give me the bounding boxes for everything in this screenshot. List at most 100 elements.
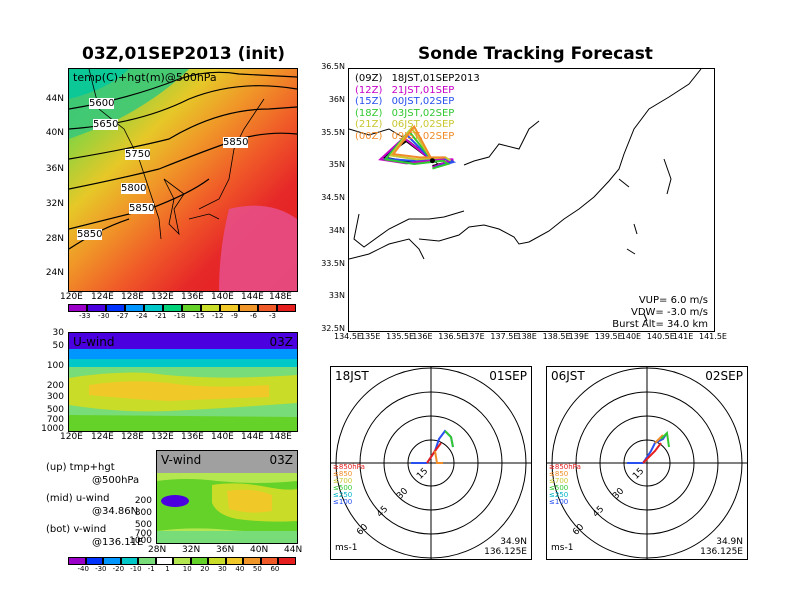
colorbar-swatch [144,304,163,312]
colorbar-label: -10 [130,565,142,573]
track-series-line [388,126,452,162]
contour-label: 5850 [77,229,103,240]
launch-time: 09JST,02SEP [388,130,455,142]
uwind-p-tick: 50 [52,341,64,351]
launch-time: 21JST,01SEP [388,84,455,96]
colorbar-label: -33 [79,312,91,320]
launch-tag: (09Z) [355,73,383,84]
param-burst: Burst Alt= 34.0 km [612,319,708,330]
uwind-label: U-wind [73,335,115,349]
track-lon-tick: 135.5E [386,332,415,341]
track-lat-tick: 36.5N [321,62,345,71]
hodo1-lat: 34.9N [500,537,527,547]
lon-tick: 124E [91,292,114,302]
colorbar-swatch [103,557,121,565]
launch-time: 06JST,02SEP [388,119,455,130]
lon-tick: 128E [121,292,144,302]
colorbar-label: -15 [193,312,205,320]
hodo-level-label: ≤850 [549,470,569,478]
uwind-svg [69,333,297,431]
colorbar-label: -6 [250,312,257,320]
uwind-lon-tick: 132E [151,432,174,442]
vwind-lat-tick: 36N [216,545,235,555]
track-lat-tick: 32.5N [321,324,345,333]
hodograph-2: 06JST 02SEP 15 30 45 60 ≥850hPa ≤850 ≤700 ≤… [546,366,748,560]
contour-label: 5600 [89,98,115,109]
wind-colorbar-labels: -40 -30 -20 -10 -1 1 10 20 30 40 50 60 [68,565,296,577]
legend-mid2: @34.86N [92,506,139,517]
contour-label: 5750 [125,149,151,160]
colorbar-label: -27 [117,312,129,320]
hodo-level-label: ≤100 [333,498,353,506]
colorbar-swatch [225,557,244,565]
track-lat-tick: 36N [328,94,345,104]
hodo2-svg [547,367,747,559]
hodo1-left: 18JST [335,369,369,383]
hodograph-1: 18JST 01SEP 15 30 45 60 ≥850hPa ≤850 ≤700 ≤… [330,366,532,560]
launch-site-marker [429,158,435,164]
uwind-lon-tick: 144E [241,432,264,442]
track-lon-tick: 136.5E [438,332,467,341]
colorbar-label: -40 [77,565,89,573]
vwind-panel: V-wind 03Z [156,450,298,544]
launch-legend-row: (12Z) 21JST,01SEP [355,85,454,96]
vwind-label: V-wind [161,453,202,467]
track-lon-tick: 140E [620,332,642,341]
vwind-p-tick: 500 [134,520,152,530]
colorbar-swatch [260,557,279,565]
lat-tick: 44N [45,94,64,104]
colorbar-swatch [125,304,144,312]
lon-tick: 140E [211,292,234,302]
track-lon-tick: 141.5E [699,332,727,341]
colorbar-swatch [138,557,156,565]
lon-tick: 144E [241,292,264,302]
hodo-level-label: ≤850 [333,470,353,478]
hodo2-right: 02SEP [705,369,743,383]
lon-tick: 136E [181,292,204,302]
vwind-lat-tick: 40N [250,545,269,555]
track-svg [349,69,702,322]
track-lon-tick: 137E [464,332,485,341]
uwind-time: 03Z [269,335,294,349]
uwind-lon-tick: 128E [121,432,144,442]
track-lat-tick: 35N [328,160,345,170]
temp-colorbar [68,304,296,312]
uwind-lon-tick: 140E [211,432,234,442]
hodo-level-label: ≤100 [549,498,569,506]
hodo1-svg [331,367,531,559]
colorbar-swatch [155,557,174,565]
track-map: (09Z) 18JST,01SEP2013 (12Z) 21JST,01SEP (1… [348,68,715,332]
colorbar-label: -21 [155,312,167,320]
vwind-lat-tick: 28N [148,545,167,555]
hodo-level-label: ≤250 [333,491,353,499]
uwind-lon-tick: 136E [181,432,204,442]
colorbar-label: -12 [212,312,224,320]
uwind-lon-tick: 120E [60,432,83,442]
temp-height-map: temp(C)+hgt(m)@500hPa 5600 5650 5750 580… [68,68,298,292]
track-lon-tick: 138.5E [542,332,571,341]
colorbar-swatch [106,304,125,312]
colorbar-label: 10 [182,565,192,573]
hodo2-lat: 34.9N [716,537,743,547]
right-title: Sonde Tracking Forecast [418,44,653,64]
hodo-level-label: ≤500 [549,484,569,492]
colorbar-label: 30 [217,565,227,573]
vwind-p-tick: 1000 [129,536,152,546]
colorbar-swatch [243,557,261,565]
lat-tick: 40N [45,128,64,138]
colorbar-swatch [220,304,239,312]
vwind-lat-tick: 44N [284,545,303,555]
uwind-p-tick: 200 [46,381,64,391]
hodo-level-label: ≥850hPa [549,463,581,471]
hodo-level-label: ≤700 [333,477,353,485]
wind-colorbar [68,557,296,565]
colorbar-label: -1 [147,565,155,573]
hodo2-left: 06JST [551,369,585,383]
launch-time: 18JST,01SEP2013 [388,73,480,84]
map-annotation: temp(C)+hgt(m)@500hPa [73,71,217,84]
track-lon-tick: 141E [672,332,694,341]
hodo-level-label: ≤500 [333,484,353,492]
track-lon-tick: 138E [516,332,537,341]
vwind-p-tick: 200 [134,496,152,506]
launch-legend-row: (18Z) 03JST,02SEP [355,108,454,119]
